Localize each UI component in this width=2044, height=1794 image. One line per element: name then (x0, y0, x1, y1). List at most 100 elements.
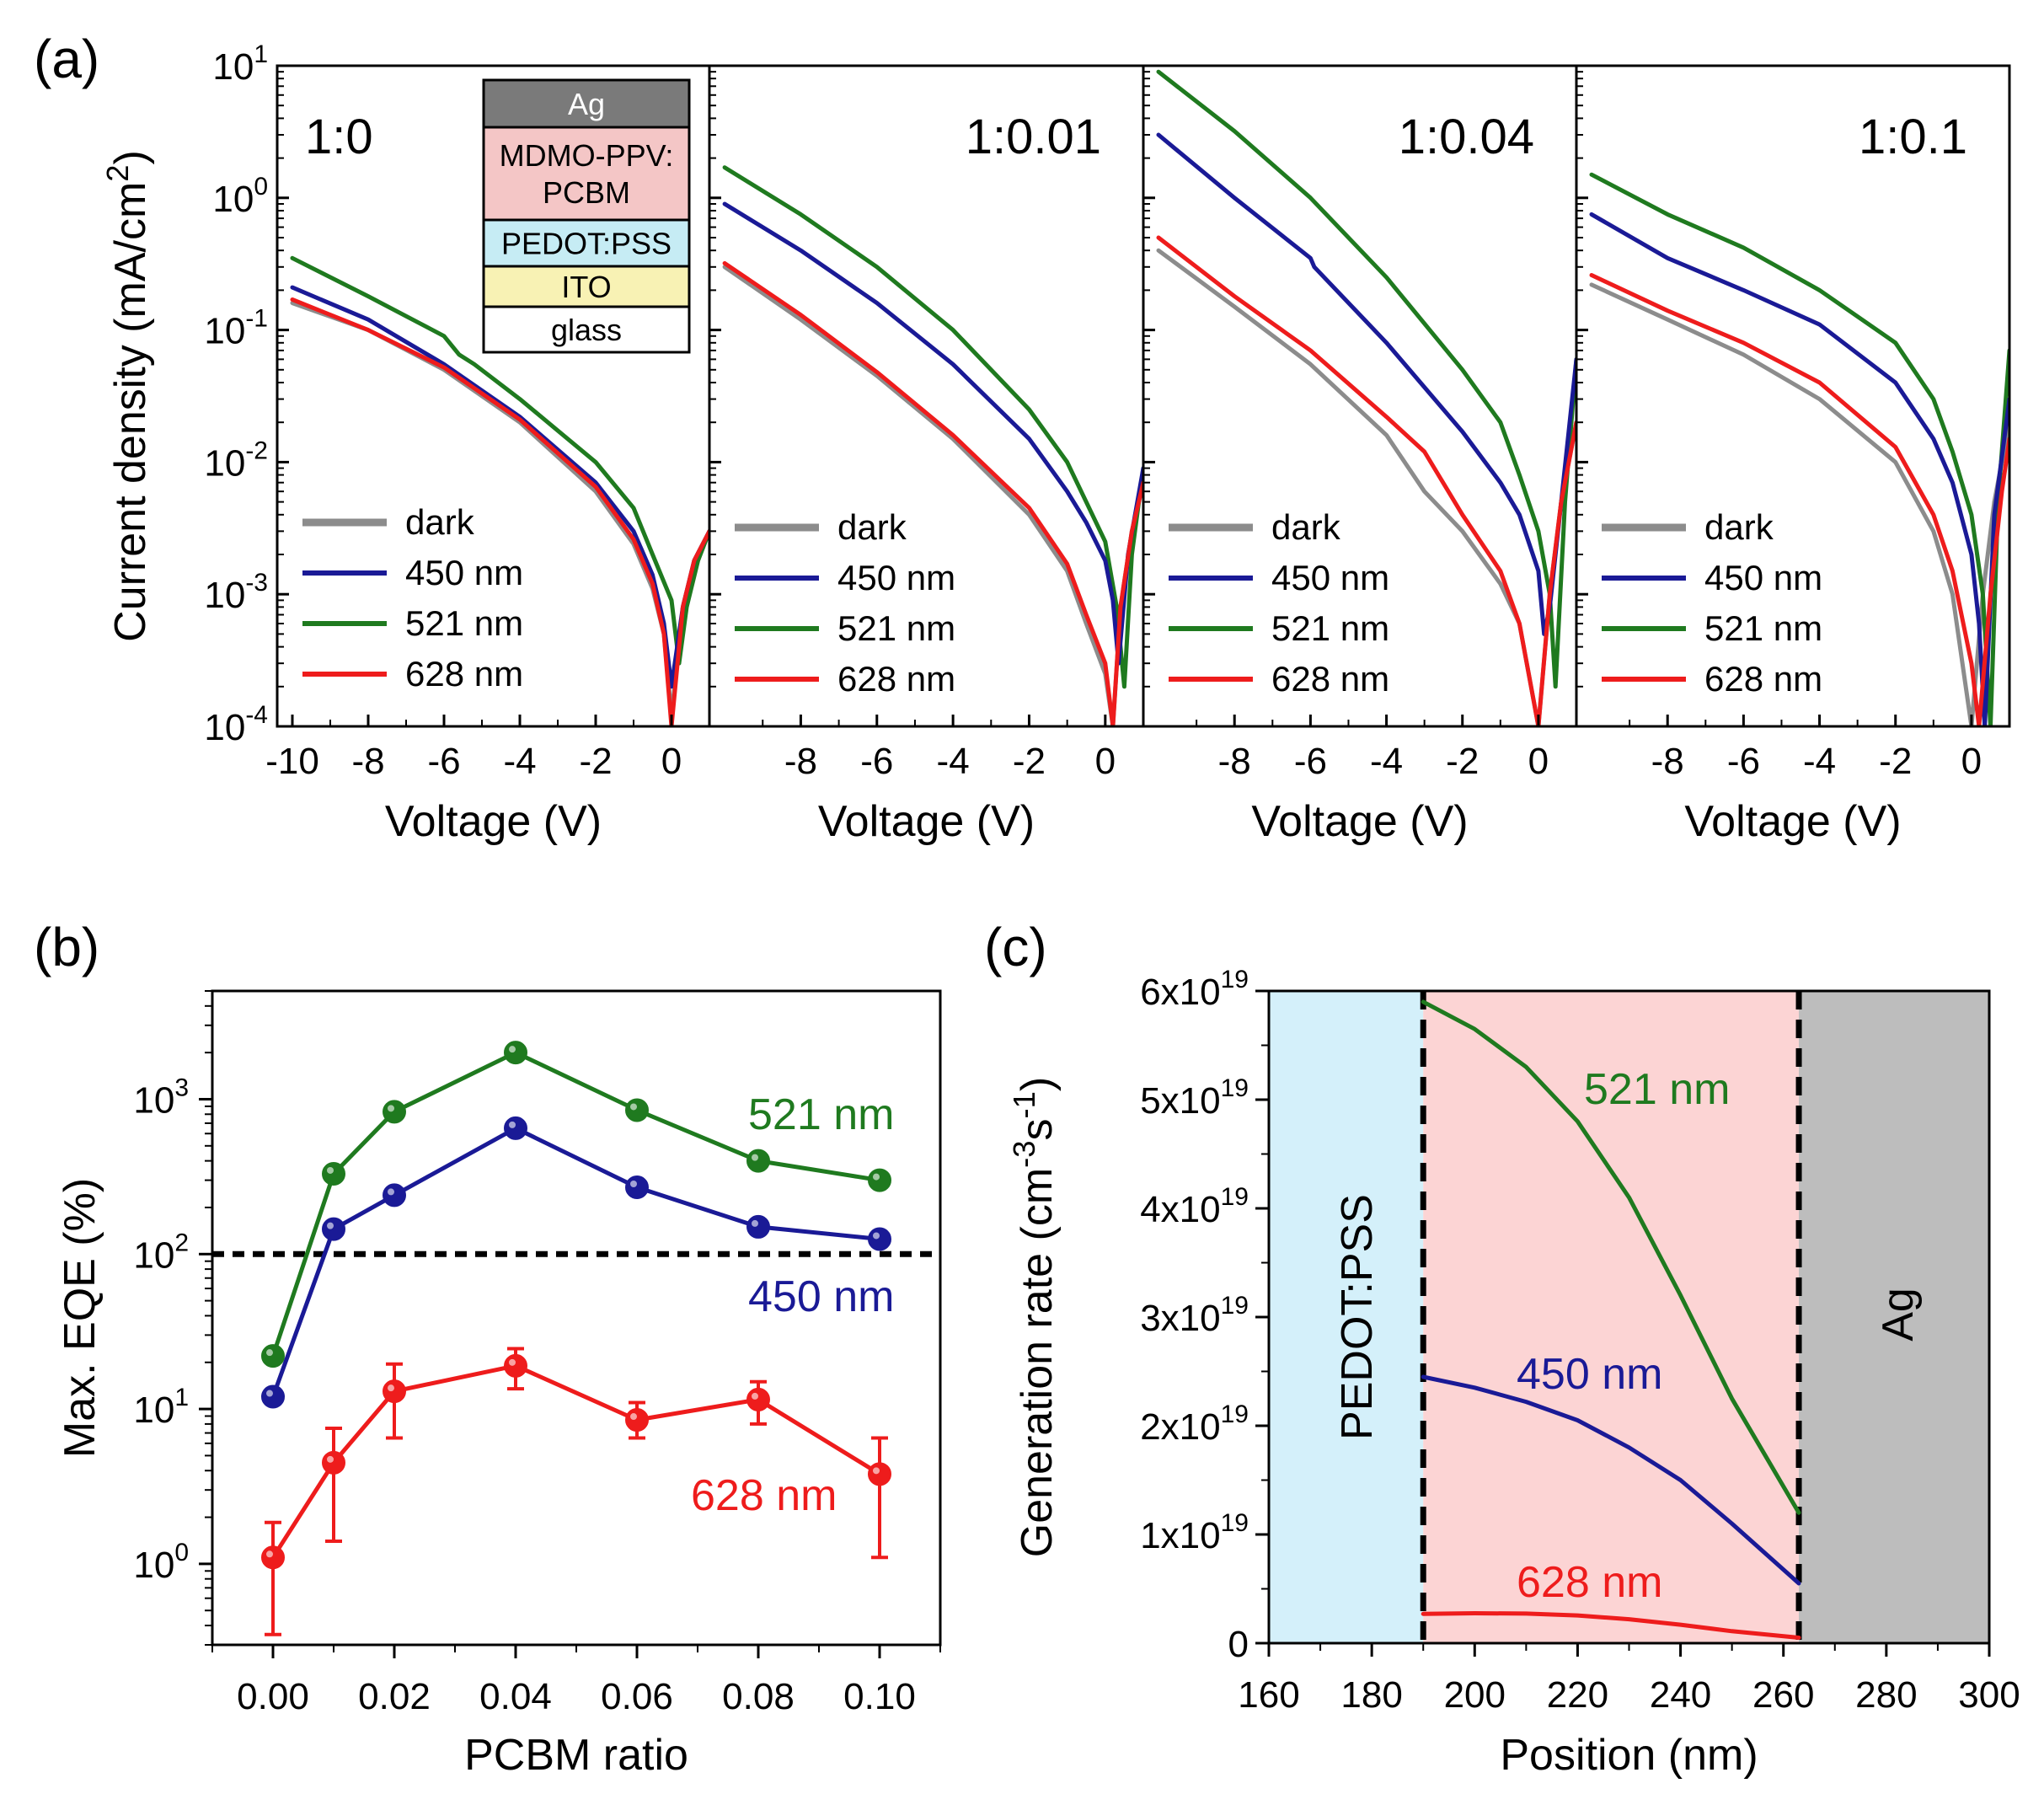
x-tick-label: -2 (579, 741, 612, 782)
stack-layer-label: PCBM (543, 175, 630, 210)
legend-label: 450 nm (1704, 558, 1822, 597)
y-axis-label-c: Generation rate (cm-3s-1) (1007, 1077, 1062, 1557)
series-521-nm-line (1156, 69, 1576, 689)
x-tick-label: -6 (860, 741, 893, 782)
x-tick-label: 0 (661, 741, 682, 782)
x-tick-label: 220 (1547, 1674, 1608, 1716)
subplot-1:0.1: -8 -6 -4 -2 0 Voltage (V) 1:0.1 dark 450 nm 521 n… (1575, 64, 2011, 846)
stack-layer-label: ITO (561, 270, 611, 304)
x-tick-label: -2 (1446, 741, 1479, 782)
x-tick-label: 0.10 (843, 1676, 916, 1717)
y-tick-label-a: 101 (212, 40, 268, 88)
ratio-label: 1:0.1 (1859, 110, 1967, 164)
x-tick-label: -4 (503, 741, 536, 782)
series-label-628: 628 nm (1517, 1558, 1662, 1607)
point-highlight (509, 1046, 516, 1053)
data-point-628-nm (625, 1408, 649, 1433)
legend-label: 521 nm (837, 608, 955, 648)
point-highlight (873, 1232, 880, 1240)
x-tick-label: -4 (937, 741, 970, 782)
data-point-450-nm (868, 1227, 891, 1251)
x-tick-label: 160 (1238, 1674, 1299, 1716)
y-tick-label-c: 0 (1228, 1624, 1249, 1665)
data-point-521-nm (746, 1149, 770, 1173)
stack-layer-ito (482, 265, 691, 308)
y-tick-label-c: 4x1019 (1140, 1183, 1249, 1230)
series-521-nm-line (1421, 999, 1801, 1515)
series-628-nm-line (1421, 1611, 1801, 1640)
x-axis-label: Voltage (V) (818, 797, 1035, 846)
legend-label: 628 nm (837, 659, 955, 699)
x-tick-label: -8 (784, 741, 817, 782)
stack-layer-glass (482, 305, 691, 354)
point-highlight (327, 1166, 334, 1174)
point-highlight (752, 1154, 758, 1161)
point-highlight (752, 1219, 758, 1227)
x-tick-label: 200 (1444, 1674, 1506, 1716)
series-521-nm-line (722, 165, 1143, 689)
point-highlight (388, 1188, 394, 1196)
subplot-1:0.04: -8 -6 -4 -2 0 Voltage (V) 1:0.04 dark 450 nm 521 … (1142, 64, 1578, 846)
data-point-521-nm (625, 1098, 649, 1122)
series-628-nm-line (290, 297, 709, 726)
x-tick-label: 240 (1650, 1674, 1711, 1716)
x-tick-label: -8 (1651, 741, 1684, 782)
point-highlight (266, 1390, 273, 1397)
x-tick-label: -2 (1013, 741, 1046, 782)
series-450-nm-line (1589, 212, 2009, 726)
data-point-521-nm (322, 1161, 345, 1186)
y-tick-label-b: 102 (133, 1229, 189, 1276)
x-tick-label: -6 (427, 741, 460, 782)
data-point-450-nm (322, 1217, 345, 1241)
point-highlight (630, 1180, 637, 1187)
x-tick-label: 300 (1958, 1674, 2020, 1716)
y-axis-label-b: Max. EQE (%) (56, 1178, 104, 1458)
series-dark-line (722, 265, 1143, 726)
point-highlight (266, 1349, 273, 1357)
point-highlight (509, 1121, 516, 1128)
x-tick-label: 0.04 (479, 1676, 552, 1717)
plot-frame (1575, 64, 2011, 728)
device-stack-inset: Ag MDMO-PPV:PCBM PEDOT:PSS ITO glass (482, 78, 691, 354)
chart-c: PEDOT:PSS Ag 521 nm 450 nm 628 nm 160 180 200 22… (1007, 966, 2020, 1780)
panel-label-c: (c) (984, 917, 1047, 977)
x-tick-label: -2 (1879, 741, 1912, 782)
x-tick-label: 260 (1752, 1674, 1814, 1716)
stack-layer-ag (482, 78, 691, 129)
data-point-521-nm (261, 1344, 285, 1368)
x-tick-label: 0 (1961, 741, 1982, 782)
subplot-1:0.01: -8 -6 -4 -2 0 Voltage (V) 1:0.01 dark 450 nm 521 … (708, 64, 1145, 846)
legend-label: 521 nm (1704, 608, 1822, 648)
point-highlight (630, 1103, 637, 1111)
data-point-521-nm (504, 1041, 527, 1065)
series-521-nm-line (290, 255, 709, 666)
x-tick-label: 0.00 (237, 1676, 309, 1717)
stack-layer-label: Ag (568, 87, 605, 121)
series-label-450: 450 nm (748, 1272, 894, 1321)
stack-layer-label: glass (551, 313, 622, 347)
x-tick-label: 180 (1340, 1674, 1402, 1716)
legend-label: 628 nm (405, 654, 523, 694)
x-tick-label: -6 (1727, 741, 1760, 782)
x-axis-label-b: PCBM ratio (464, 1731, 688, 1780)
y-axis-label-a: Current density (mA/cm2) (100, 150, 156, 642)
point-highlight (873, 1467, 880, 1475)
data-point-521-nm (868, 1168, 891, 1192)
series-dark-line (1589, 282, 2009, 726)
chart-b: 521 nm 450 nm 628 nm 0.00 0.02 0.04 0.06 0.08 0.… (56, 989, 942, 1780)
series-628-nm-line (722, 260, 1143, 726)
x-tick-label: 280 (1855, 1674, 1917, 1716)
legend-label: 628 nm (1271, 659, 1389, 699)
series-450-nm-line (270, 1126, 882, 1399)
series-label-450: 450 nm (1517, 1350, 1662, 1399)
data-point-628-nm (383, 1379, 406, 1404)
x-tick-label: 0.06 (601, 1676, 673, 1717)
panel-label-a: (a) (34, 29, 99, 89)
data-point-628-nm (868, 1462, 891, 1486)
y-tick-label-c: 1x1019 (1140, 1509, 1249, 1556)
series-label-521: 521 nm (748, 1090, 894, 1139)
point-highlight (752, 1392, 758, 1400)
y-tick-label-a: 100 (212, 173, 268, 220)
x-axis-label: Voltage (V) (385, 797, 602, 846)
